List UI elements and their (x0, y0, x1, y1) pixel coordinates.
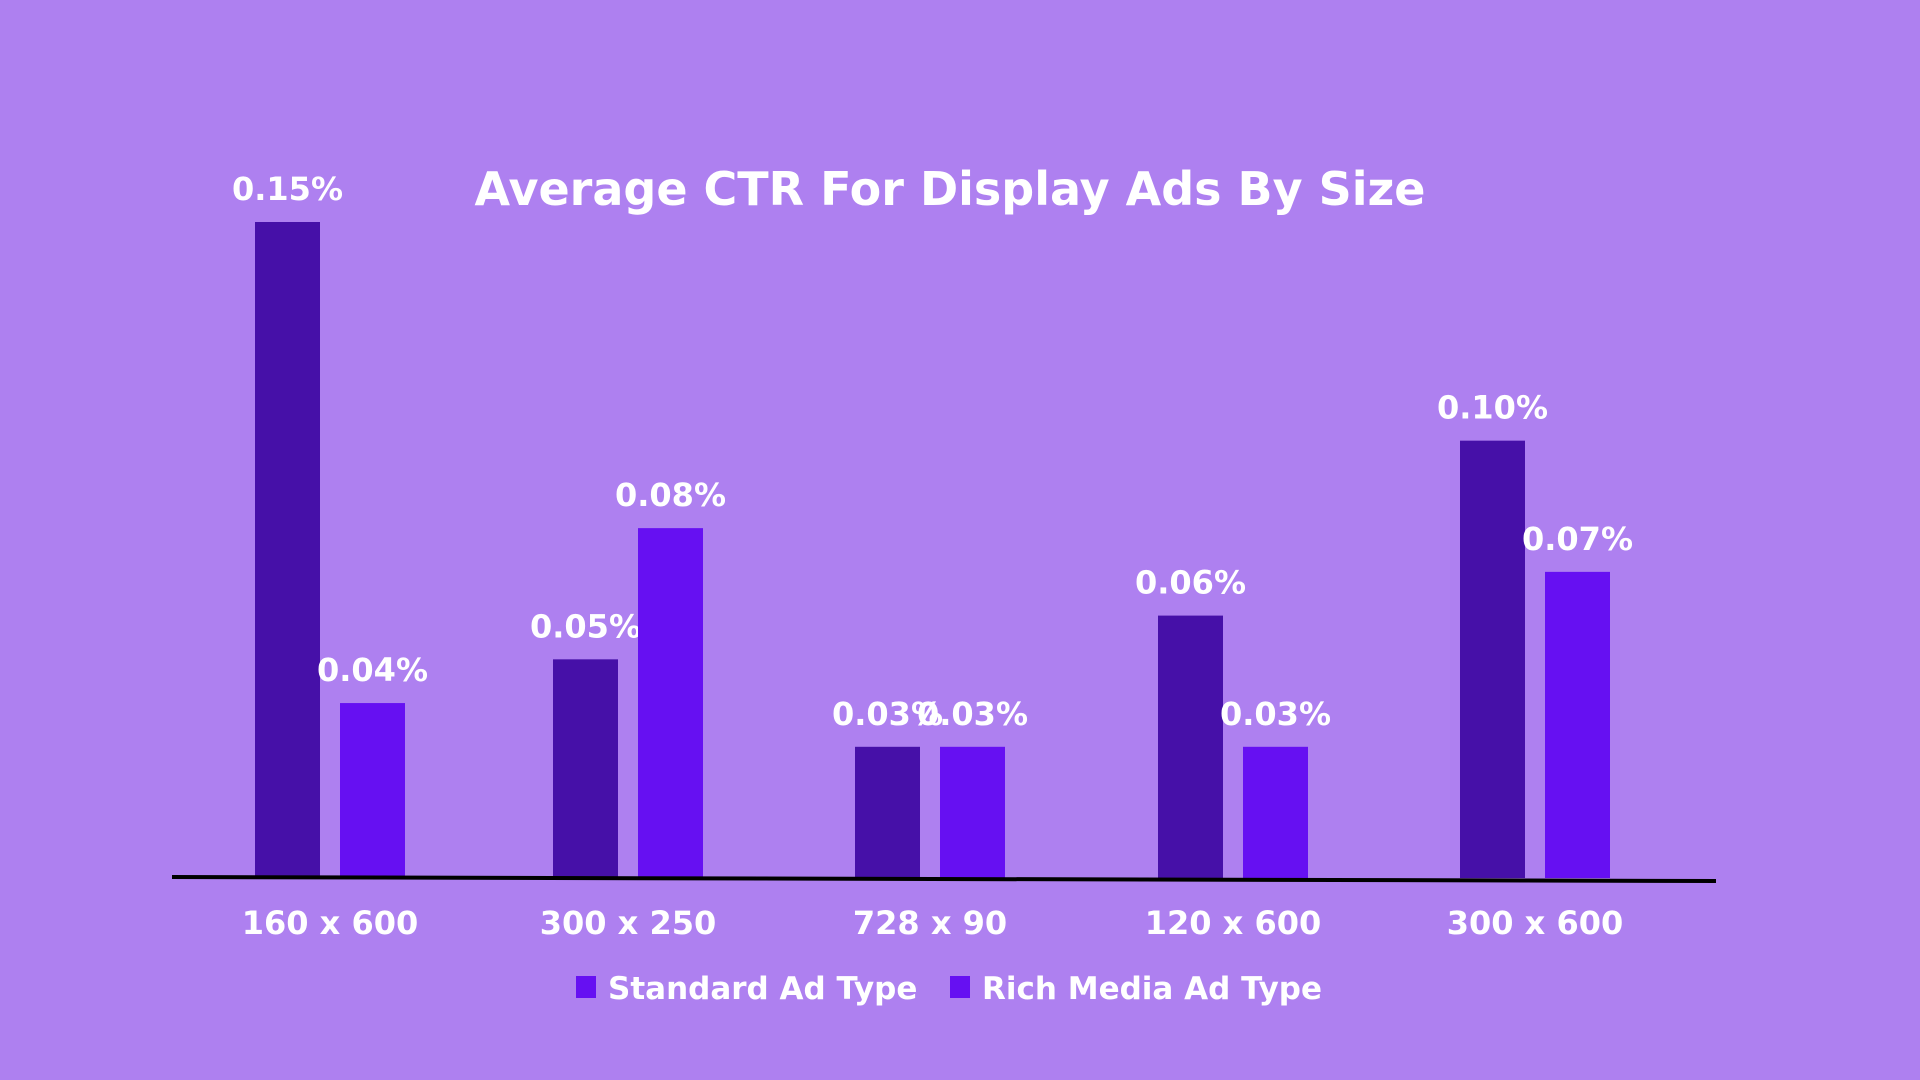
data-label: 0.03% (832, 695, 943, 733)
data-label: 0.06% (1135, 564, 1246, 602)
data-label: 0.03% (1220, 695, 1331, 733)
x-tick-label: 300 x 250 (540, 904, 717, 942)
bar-rich-media-2 (940, 746, 1005, 878)
bar-standard-3 (1158, 615, 1223, 878)
bar-standard-1 (553, 659, 618, 878)
legend-swatch-rich-media (950, 976, 970, 998)
bar-rich-media-3 (1243, 746, 1308, 878)
data-label: 0.10% (1437, 389, 1548, 427)
x-tick-label: 160 x 600 (242, 904, 419, 942)
x-axis-line (171, 875, 1717, 883)
data-label: 0.04% (317, 651, 428, 689)
bar-standard-0 (255, 222, 320, 878)
bar-rich-media-0 (340, 703, 405, 878)
x-tick-label: 728 x 90 (853, 904, 1007, 942)
legend-label-rich-media: Rich Media Ad Type (982, 971, 1322, 1007)
legend-swatch-standard (576, 976, 596, 998)
x-tick-label: 120 x 600 (1145, 904, 1322, 942)
data-label: 0.07% (1522, 520, 1633, 558)
data-label: 0.08% (615, 476, 726, 514)
x-tick-label: 300 x 600 (1447, 904, 1624, 942)
bar-rich-media-4 (1545, 571, 1610, 878)
chart-title: Average CTR For Display Ads By Size (475, 162, 1426, 216)
bar-standard-4 (1460, 440, 1525, 878)
bar-standard-2 (855, 746, 920, 878)
bar-rich-media-1 (638, 528, 703, 878)
legend-label-standard: Standard Ad Type (608, 971, 917, 1007)
legend: Standard Ad Type Rich Media Ad Type (576, 971, 1322, 1007)
data-label: 0.03% (917, 695, 1028, 733)
data-label: 0.15% (232, 170, 343, 208)
data-label: 0.05% (530, 607, 641, 645)
